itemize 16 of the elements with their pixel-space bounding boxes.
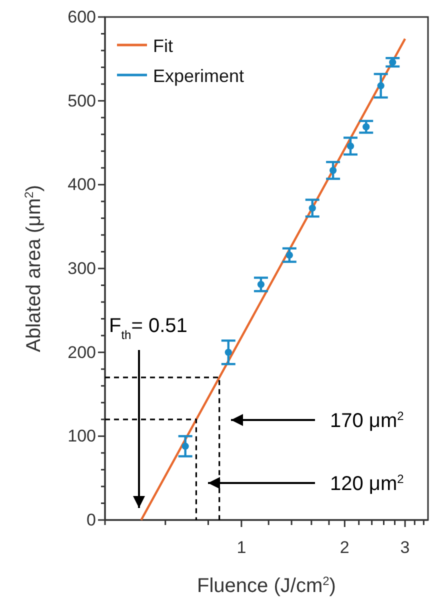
x-tick-label: 3 <box>400 538 410 557</box>
annotation: F$_{th}$= 0.51 <box>109 315 188 342</box>
y-tick-label: 300 <box>68 258 96 278</box>
y-tick-label: 100 <box>68 426 96 446</box>
x-axis-title: Fluence (J/cm$^{2}$) <box>197 574 336 597</box>
x-tick-label: 2 <box>340 538 350 557</box>
y-tick-label: 400 <box>68 175 96 194</box>
y-tick-label: 0 <box>86 510 96 530</box>
legend-label: Experiment <box>153 66 244 86</box>
y-tick-label: 600 <box>68 7 96 26</box>
y-tick-label: 200 <box>68 342 96 362</box>
annotation: 170 μm$^{2}$ <box>330 409 404 432</box>
annotation: 120 μm$^{2}$ <box>330 472 404 495</box>
y-tick-label: 500 <box>68 91 96 110</box>
x-tick-label: 1 <box>236 538 246 557</box>
legend-label: Fit <box>153 36 173 56</box>
